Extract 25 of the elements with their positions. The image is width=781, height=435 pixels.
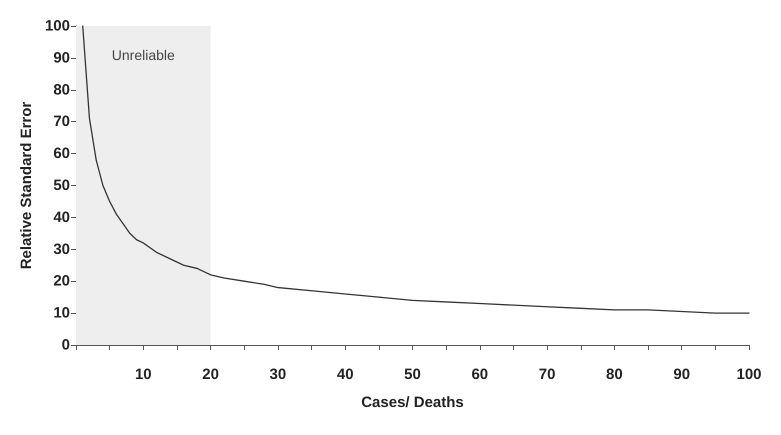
y-tick-label: 50 — [53, 177, 70, 194]
x-axis-title: Cases/ Deaths — [361, 394, 464, 411]
x-tick-label: 50 — [404, 366, 421, 383]
y-tick-label: 80 — [53, 81, 70, 98]
y-axis-title: Relative Standard Error — [18, 102, 36, 270]
x-tick-label: 100 — [736, 366, 762, 383]
x-tick-label: 70 — [538, 366, 556, 383]
x-tick-label: 60 — [471, 366, 488, 383]
y-tick-label: 70 — [53, 113, 70, 130]
y-tick-label: 20 — [53, 272, 70, 290]
y-tick-label: 100 — [44, 18, 70, 34]
band-label: Unreliable — [112, 47, 176, 63]
y-tick-label: 30 — [53, 240, 70, 258]
x-tick-label: 10 — [134, 366, 152, 383]
y-tick-label: 60 — [53, 145, 70, 162]
x-tick-label: 90 — [673, 366, 690, 383]
x-tick-label: 40 — [336, 366, 354, 383]
x-tick-label: 80 — [606, 366, 623, 383]
y-tick-label: 40 — [53, 208, 70, 226]
y-tick-label: 10 — [53, 304, 70, 322]
x-tick-label: 20 — [202, 366, 219, 383]
x-tick-label: 30 — [270, 366, 286, 383]
y-tick-label: 90 — [53, 49, 70, 66]
line-series — [82, 25, 750, 314]
y-tick-label: 0 — [62, 336, 70, 354]
